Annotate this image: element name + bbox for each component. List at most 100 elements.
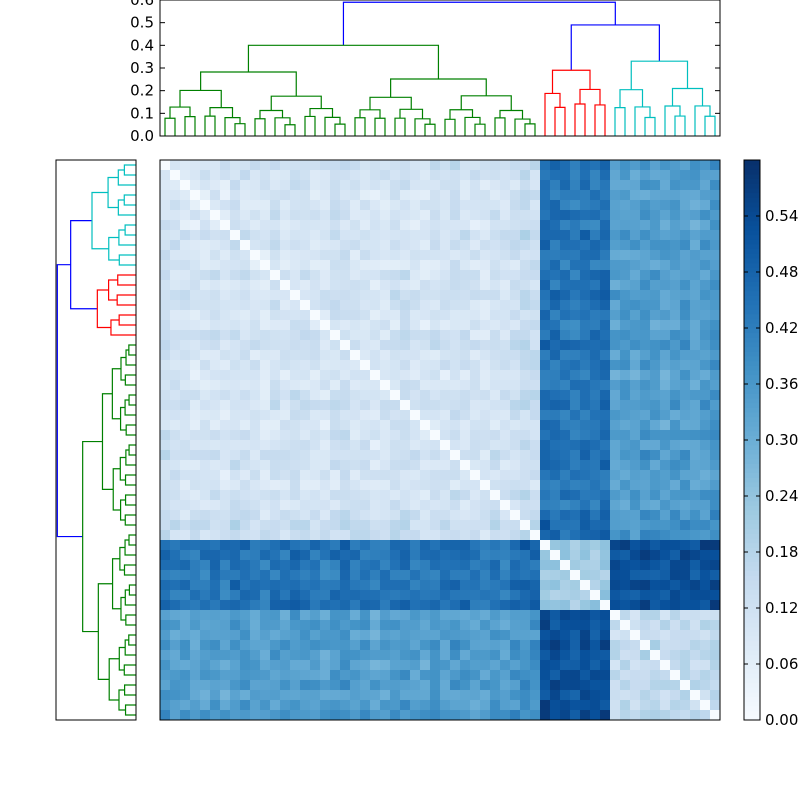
heatmap-cell — [500, 510, 511, 521]
heatmap-cell — [510, 540, 521, 551]
heatmap-cell — [160, 420, 171, 431]
heatmap-cell — [670, 250, 681, 261]
heatmap-cell — [710, 420, 721, 431]
heatmap-cell — [280, 440, 291, 451]
heatmap-cell — [570, 650, 581, 661]
heatmap-cell — [500, 420, 511, 431]
heatmap-cell — [180, 340, 191, 351]
heatmap-cell — [580, 650, 591, 661]
colorbar-segment — [744, 486, 760, 492]
colorbar-segment — [744, 538, 760, 544]
colorbar-segment — [744, 216, 760, 222]
heatmap-cell — [180, 700, 191, 711]
heatmap-cell — [420, 450, 431, 461]
heatmap-cell — [190, 580, 201, 591]
heatmap-cell — [310, 510, 321, 521]
heatmap-cell — [280, 390, 291, 401]
heatmap-cell — [660, 250, 671, 261]
heatmap-cell — [450, 710, 461, 721]
heatmap-cell — [340, 260, 351, 271]
heatmap-cell — [350, 340, 361, 351]
heatmap-cell — [380, 640, 391, 651]
heatmap-cell — [620, 400, 631, 411]
heatmap-cell — [610, 200, 621, 211]
heatmap-cell — [360, 710, 371, 721]
heatmap-cell — [410, 430, 421, 441]
heatmap-cell — [280, 330, 291, 341]
heatmap-cell — [350, 440, 361, 451]
heatmap-cell — [390, 500, 401, 511]
heatmap-cell — [420, 170, 431, 181]
heatmap-cell — [690, 520, 701, 531]
heatmap-cell — [480, 480, 491, 491]
heatmap-cell — [390, 360, 401, 371]
heatmap-cell — [420, 350, 431, 361]
heatmap-cell — [410, 680, 421, 691]
heatmap-cell — [340, 620, 351, 631]
heatmap-cell — [540, 430, 551, 441]
heatmap-cell — [440, 290, 451, 301]
heatmap-cell — [360, 420, 371, 431]
heatmap-cell — [450, 300, 461, 311]
heatmap-cell — [630, 660, 641, 671]
left-dendrogram-link — [124, 224, 136, 236]
heatmap-cell — [350, 640, 361, 651]
heatmap-cell — [580, 340, 591, 351]
heatmap-cell — [570, 590, 581, 601]
heatmap-cell — [530, 690, 541, 701]
heatmap-cell — [250, 410, 261, 421]
heatmap-cell — [500, 690, 511, 701]
heatmap-cell — [480, 510, 491, 521]
heatmap-cell — [190, 330, 201, 341]
heatmap-cell — [490, 210, 501, 221]
colorbar-segment — [744, 272, 760, 278]
heatmap-cell — [520, 440, 531, 451]
heatmap-cell — [270, 520, 281, 531]
heatmap-cell — [570, 420, 581, 431]
heatmap-cell — [630, 320, 641, 331]
heatmap-cell — [570, 170, 581, 181]
heatmap-cell — [340, 270, 351, 281]
heatmap-cell — [380, 460, 391, 471]
heatmap-cell — [650, 670, 661, 681]
heatmap-cell — [390, 680, 401, 691]
heatmap-cell — [430, 320, 441, 331]
heatmap-cell — [620, 170, 631, 181]
heatmap-cell — [290, 210, 301, 221]
heatmap-cell — [240, 600, 251, 611]
heatmap-cell — [570, 400, 581, 411]
heatmap-cell — [580, 480, 591, 491]
heatmap-cell — [230, 570, 241, 581]
heatmap-cell — [230, 320, 241, 331]
heatmap-cell — [610, 180, 621, 191]
heatmap-cell — [180, 540, 191, 551]
heatmap-cell — [620, 590, 631, 601]
heatmap-cell — [310, 550, 321, 561]
heatmap-cell — [570, 630, 581, 641]
heatmap-cell — [570, 480, 581, 491]
heatmap-cell — [620, 630, 631, 641]
heatmap-cell — [360, 460, 371, 471]
heatmap-cell — [550, 190, 561, 201]
heatmap-cell — [350, 430, 361, 441]
heatmap-cell — [420, 540, 431, 551]
heatmap-cell — [680, 240, 691, 251]
heatmap-cell — [520, 490, 531, 501]
heatmap-cell — [520, 420, 531, 431]
heatmap-cell — [470, 310, 481, 321]
heatmap-cell — [360, 240, 371, 251]
heatmap-cell — [260, 550, 271, 561]
heatmap-cell — [600, 170, 611, 181]
left-dendrogram-link — [124, 374, 136, 386]
heatmap-cell — [590, 320, 601, 331]
heatmap-cell — [390, 640, 401, 651]
heatmap-cell — [370, 570, 381, 581]
heatmap-cell — [430, 420, 441, 431]
heatmap-cell — [650, 300, 661, 311]
heatmap-cell — [560, 570, 571, 581]
heatmap-cell — [490, 310, 501, 321]
heatmap-cell — [290, 390, 301, 401]
heatmap-cell — [650, 190, 661, 201]
heatmap-cell — [610, 240, 621, 251]
heatmap-cell — [680, 250, 691, 261]
